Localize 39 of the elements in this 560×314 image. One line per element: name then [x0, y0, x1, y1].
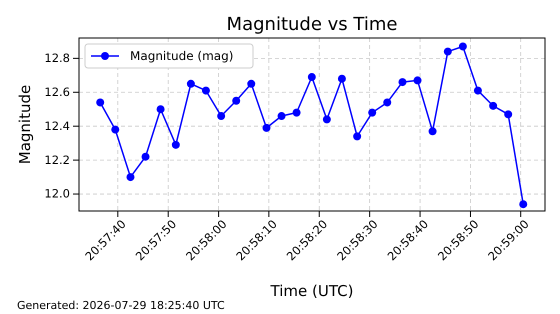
y-axis-title: Magnitude	[16, 84, 34, 164]
y-tick-label: 12.8	[44, 51, 70, 66]
point	[96, 98, 104, 106]
point	[353, 132, 362, 140]
chart-title: Magnitude vs Time	[226, 14, 398, 35]
point	[111, 126, 120, 134]
point	[186, 80, 195, 88]
point	[519, 200, 528, 208]
point	[489, 102, 498, 110]
legend-label: Magnitude (mag)	[130, 49, 234, 63]
point	[262, 124, 270, 132]
point	[414, 76, 422, 84]
point	[474, 86, 482, 95]
point	[278, 112, 286, 120]
point	[202, 86, 210, 95]
y-tick-label: 12.0	[44, 186, 70, 201]
point	[383, 98, 392, 106]
x-axis-title: Time (UTC)	[270, 282, 354, 300]
y-tick-label: 12.4	[44, 118, 70, 133]
point	[232, 96, 240, 105]
point	[458, 42, 467, 50]
point	[247, 80, 256, 88]
point	[444, 48, 452, 56]
y-tick-label: 12.6	[44, 84, 70, 99]
point	[308, 73, 316, 81]
point	[292, 108, 301, 117]
point	[142, 152, 150, 161]
point	[504, 110, 512, 118]
point	[322, 115, 331, 124]
point	[126, 173, 134, 182]
point	[428, 127, 437, 136]
point	[338, 74, 346, 83]
point	[368, 108, 376, 117]
y-tick-label: 12.2	[44, 152, 70, 167]
point	[156, 105, 165, 114]
point	[172, 140, 180, 149]
point	[398, 78, 406, 86]
point	[217, 112, 226, 120]
text: Generated: 2026-07-29 18:25:40 UTC	[17, 299, 226, 312]
